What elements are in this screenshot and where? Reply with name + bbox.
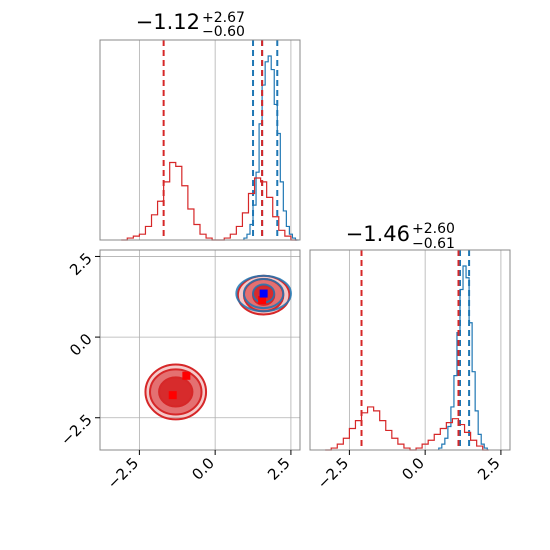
- x-tick-label: 2.5: [474, 454, 504, 484]
- marker-1: [182, 371, 191, 380]
- title-2-sub: −0.61: [412, 236, 455, 252]
- x-tick-label: 2.5: [264, 454, 294, 484]
- marker-3: [259, 289, 268, 298]
- x-tick-label: 0.0: [398, 454, 428, 484]
- title-1-sup: +2.67: [202, 10, 245, 26]
- title-1-sub: −0.60: [202, 24, 245, 40]
- marker-2: [258, 296, 267, 304]
- y-tick-label: 2.5: [66, 249, 96, 279]
- y-tick-label: −2.5: [57, 411, 95, 449]
- histogram-series-1: [121, 161, 297, 241]
- contour-level-2-1: [242, 278, 285, 310]
- marker-0: [168, 391, 177, 400]
- x-tick-label: −2.5: [314, 454, 352, 492]
- axes-frame: [99, 249, 301, 451]
- axes-frame: [309, 249, 511, 451]
- axes-frame: [99, 39, 301, 241]
- contour-level-2-2: [235, 274, 292, 313]
- x-tick-label: −2.5: [104, 454, 142, 492]
- marginal-histogram-param-2: −2.5 0.0 2.5: [309, 249, 511, 493]
- x-tick-label: 0.0: [188, 454, 218, 484]
- title-2-sup: +2.60: [412, 221, 455, 237]
- title-2-main: −1.46: [346, 222, 410, 246]
- y-tick-label: 0.0: [66, 330, 96, 360]
- title-1-main: −1.12: [136, 10, 200, 34]
- histogram-series-0: [438, 265, 488, 450]
- joint-contour-panel: −2.5 0.0 2.5 2.5 0.0 −2.5: [57, 249, 301, 493]
- marginal-histogram-param-1: [99, 39, 301, 241]
- histogram-series-1: [325, 406, 489, 451]
